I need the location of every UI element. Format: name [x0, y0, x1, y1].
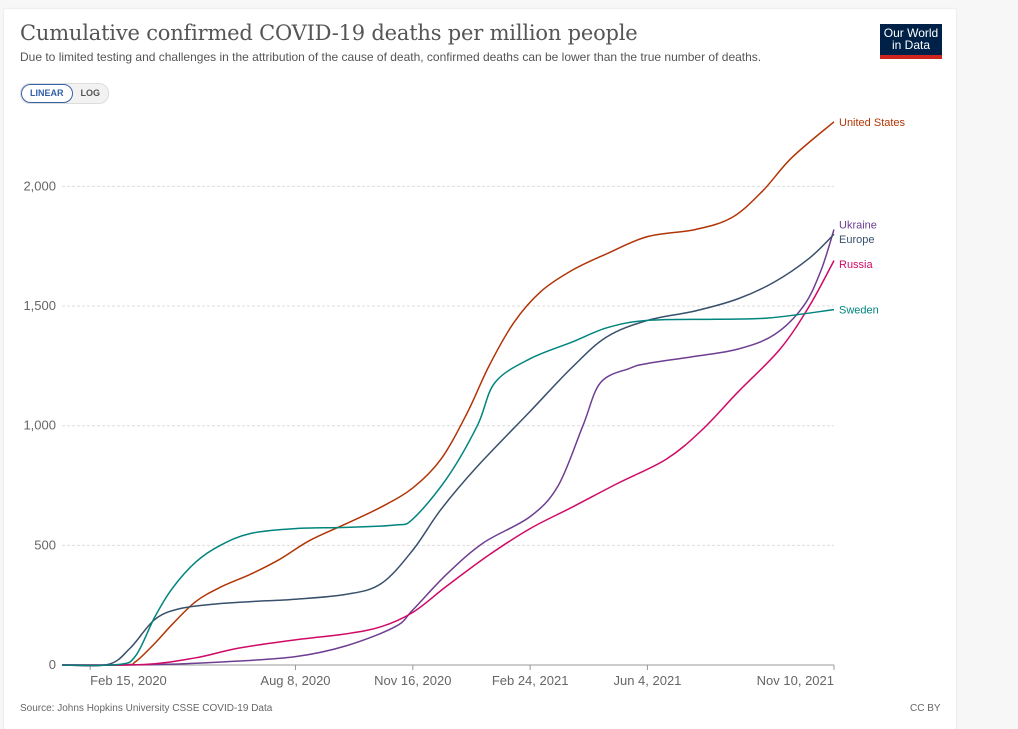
- series-lines: [61, 121, 835, 667]
- y-tick-label: 2,000: [23, 178, 56, 193]
- x-tick-label: Nov 10, 2021: [757, 673, 834, 688]
- series-labels: United States Ukraine Europe Russia Sweden: [839, 117, 906, 317]
- x-tick-label: Feb 15, 2020: [90, 673, 167, 688]
- scale-linear-button[interactable]: LINEAR: [21, 84, 73, 103]
- chart-card: [4, 9, 956, 729]
- x-tick-label: Nov 16, 2020: [374, 673, 451, 688]
- grid-lines: [62, 185, 834, 546]
- license-link[interactable]: CC BY: [910, 703, 941, 714]
- y-tick-label: 500: [34, 537, 56, 552]
- scale-log-button[interactable]: LOG: [80, 88, 101, 98]
- series-label-ukraine: Ukraine: [839, 220, 877, 232]
- x-tick-label: Feb 24, 2021: [492, 673, 569, 688]
- x-tick-label: Jun 4, 2021: [613, 673, 681, 688]
- logo-line-2: in Data: [891, 38, 931, 52]
- chart-title: Cumulative confirmed COVID-19 deaths per…: [20, 21, 638, 45]
- series-label-europe: Europe: [839, 234, 874, 246]
- x-axis: Feb 15, 2020 Aug 8, 2020 Nov 16, 2020 Feb 2…: [62, 664, 835, 688]
- series-label-united-states: United States: [839, 117, 906, 129]
- logo-line-1: Our World: [883, 26, 939, 40]
- y-tick-label: 1,500: [23, 298, 56, 313]
- series-line-sweden: [61, 308, 835, 667]
- x-tick-label: Aug 8, 2020: [260, 673, 330, 688]
- scale-toggle: LINEAR LOG: [20, 83, 109, 104]
- y-axis: 0 500 1,000 1,500 2,000: [23, 178, 56, 672]
- chart-subtitle: Due to limited testing and challenges in…: [20, 50, 762, 64]
- owid-logo[interactable]: Our World in Data: [880, 24, 942, 59]
- series-line-ukraine: [61, 229, 835, 666]
- series-line-united-states: [61, 121, 835, 666]
- series-line-russia: [61, 260, 835, 666]
- series-label-sweden: Sweden: [839, 305, 879, 317]
- series-line-europe: [61, 233, 835, 667]
- series-label-russia: Russia: [839, 259, 874, 271]
- y-tick-label: 0: [49, 657, 56, 672]
- source-note[interactable]: Source: Johns Hopkins University CSSE CO…: [20, 703, 273, 714]
- y-tick-label: 1,000: [23, 418, 56, 433]
